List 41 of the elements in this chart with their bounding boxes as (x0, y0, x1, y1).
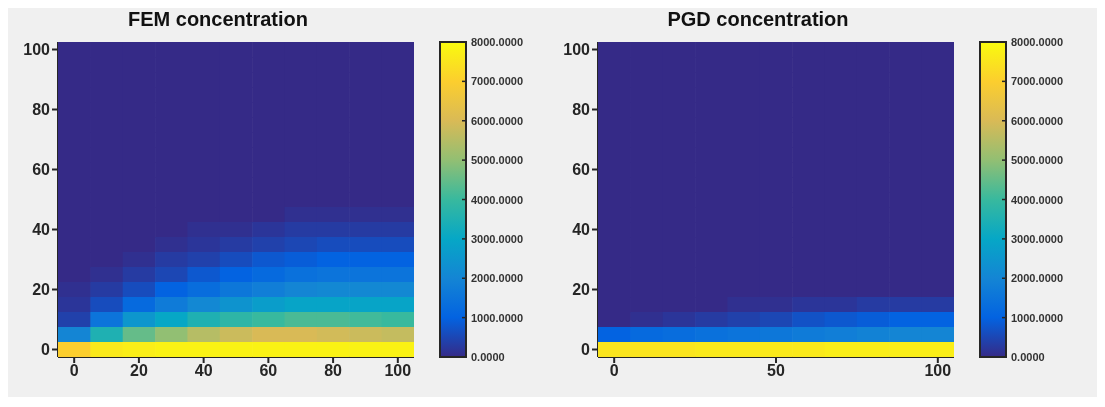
x-tick-label: 50 (767, 362, 785, 380)
x-tick-label: 60 (259, 362, 278, 380)
y-tick-label: 60 (32, 161, 51, 179)
color-bar-label: 3000.0000 (1011, 232, 1063, 245)
color-bar-label: 3000.0000 (471, 232, 523, 245)
x-tick-label: 100 (384, 362, 412, 380)
x-tick-label: 0 (609, 362, 619, 380)
color-bar-label: 0.0000 (471, 351, 505, 363)
y-tick-label: 80 (572, 101, 591, 119)
chart-title: FEM concentration (127, 8, 309, 32)
y-tick-label: 40 (32, 221, 51, 239)
color-bar-label: 0.0000 (1011, 351, 1045, 363)
color-bar-label: 1000.0000 (1011, 311, 1063, 324)
chart-title: PGD concentration (666, 8, 850, 32)
x-tick-label: 80 (324, 362, 343, 380)
color-bar-label: 1000.0000 (471, 311, 523, 324)
y-tick-label: 100 (563, 41, 591, 59)
color-bar-label: 5000.0000 (1011, 154, 1063, 167)
color-bar-label: 6000.0000 (1011, 114, 1063, 127)
y-tick-label: 80 (32, 101, 51, 119)
y-tick-label: 0 (581, 341, 591, 359)
color-bar-label: 8000.0000 (471, 36, 523, 48)
y-tick-label: 0 (41, 341, 51, 359)
x-tick-label: 20 (130, 362, 148, 380)
x-tick-label: 40 (194, 362, 213, 380)
color-bar-label: 7000.0000 (1011, 75, 1063, 88)
y-tick-label: 40 (572, 221, 591, 239)
y-tick-label: 20 (572, 281, 591, 299)
color-bar-label: 6000.0000 (471, 114, 523, 127)
color-bar-label: 5000.0000 (471, 154, 523, 167)
color-bar-label: 2000.0000 (1011, 272, 1063, 285)
color-bar-label: 7000.0000 (471, 75, 523, 88)
color-bar-label: 4000.0000 (471, 193, 523, 206)
color-bar-label: 8000.0000 (1011, 36, 1063, 48)
color-bar-label: 2000.0000 (471, 272, 523, 285)
y-tick-label: 100 (23, 41, 51, 59)
color-bar-label: 4000.0000 (1011, 193, 1063, 206)
x-tick-label: 0 (69, 362, 79, 380)
x-tick-label: 100 (924, 362, 952, 380)
y-tick-label: 60 (572, 161, 591, 179)
y-tick-label: 20 (32, 281, 51, 299)
